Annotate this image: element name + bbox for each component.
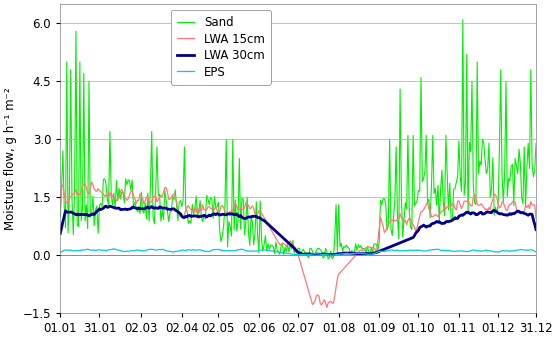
LWA 30cm xyxy=(513,210,520,214)
Sand xyxy=(249,220,256,224)
LWA 30cm xyxy=(250,214,257,218)
LWA 30cm xyxy=(248,215,255,219)
EPS xyxy=(57,250,63,254)
Line: LWA 15cm: LWA 15cm xyxy=(60,182,536,307)
LWA 30cm xyxy=(532,227,539,232)
LWA 15cm xyxy=(248,205,255,210)
LWA 15cm xyxy=(57,207,63,212)
Sand xyxy=(246,243,253,247)
EPS xyxy=(467,249,474,253)
Line: EPS: EPS xyxy=(60,249,536,255)
EPS xyxy=(513,248,520,253)
Sand xyxy=(329,257,335,261)
LWA 15cm xyxy=(88,180,95,184)
Sand xyxy=(158,219,164,223)
EPS xyxy=(159,247,165,252)
Y-axis label: Moisture flow, g h⁻¹ m⁻²: Moisture flow, g h⁻¹ m⁻² xyxy=(4,87,17,230)
Sand xyxy=(513,163,520,167)
Sand xyxy=(57,215,63,219)
LWA 30cm xyxy=(328,253,334,257)
Legend: Sand, LWA 15cm, LWA 30cm, EPS: Sand, LWA 15cm, LWA 30cm, EPS xyxy=(171,10,271,84)
Sand xyxy=(188,221,194,225)
Line: Sand: Sand xyxy=(60,20,536,259)
LWA 30cm xyxy=(102,204,109,208)
LWA 15cm xyxy=(324,305,330,310)
Sand xyxy=(532,141,539,145)
Sand xyxy=(467,150,474,154)
EPS xyxy=(532,250,539,254)
EPS xyxy=(248,249,255,253)
LWA 15cm xyxy=(513,207,520,211)
EPS xyxy=(329,253,335,257)
Line: LWA 30cm: LWA 30cm xyxy=(60,206,536,255)
Sand xyxy=(460,18,466,22)
LWA 15cm xyxy=(532,217,539,221)
LWA 30cm xyxy=(189,214,196,218)
LWA 15cm xyxy=(189,208,196,213)
LWA 15cm xyxy=(159,195,165,199)
EPS xyxy=(189,248,196,252)
LWA 30cm xyxy=(159,206,165,210)
LWA 30cm xyxy=(467,212,474,216)
LWA 15cm xyxy=(467,204,474,208)
EPS xyxy=(250,249,257,253)
EPS xyxy=(110,247,117,251)
LWA 15cm xyxy=(250,206,257,211)
LWA 30cm xyxy=(57,232,63,236)
